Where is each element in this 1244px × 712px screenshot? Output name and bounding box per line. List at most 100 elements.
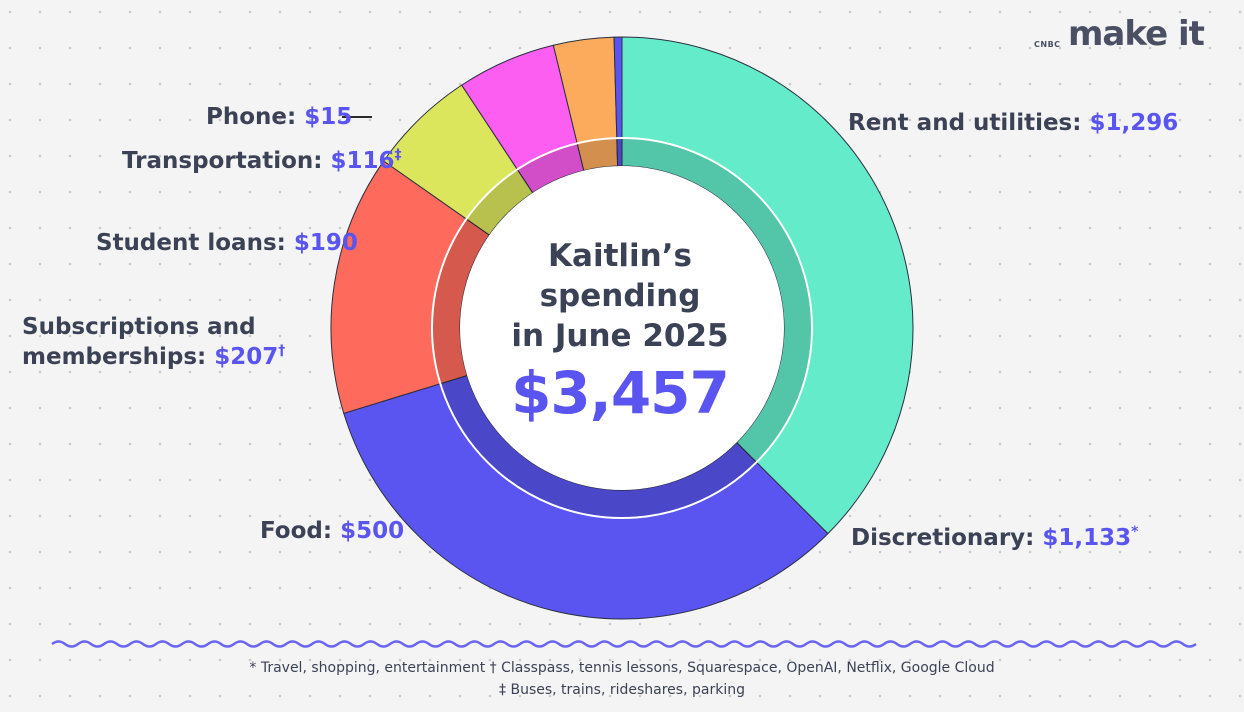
grid-dot [1208, 118, 1212, 122]
grid-dot [848, 694, 852, 698]
grid-dot [638, 10, 642, 14]
grid-dot [368, 658, 372, 662]
grid-dot [128, 154, 132, 158]
grid-dot [278, 82, 282, 86]
grid-dot [308, 370, 312, 374]
grid-dot [218, 334, 222, 338]
grid-dot [98, 514, 102, 518]
grid-dot [1028, 622, 1032, 626]
grid-dot [68, 622, 72, 626]
grid-dot [968, 694, 972, 698]
grid-dot [158, 154, 162, 158]
grid-dot [878, 694, 882, 698]
grid-dot [308, 550, 312, 554]
grid-dot [1118, 46, 1122, 50]
grid-dot [1058, 658, 1062, 662]
grid-dot [728, 622, 732, 626]
grid-dot [128, 226, 132, 230]
grid-dot [1118, 658, 1122, 662]
slice-inner-shade-transportation [577, 138, 618, 171]
grid-dot [548, 658, 552, 662]
grid-dot [68, 154, 72, 158]
grid-dot [998, 118, 1002, 122]
grid-dot [1148, 334, 1152, 338]
grid-dot [38, 622, 42, 626]
grid-dot [1118, 586, 1122, 590]
grid-dot [458, 82, 462, 86]
grid-dot [1058, 586, 1062, 590]
grid-dot [278, 46, 282, 50]
grid-dot [998, 370, 1002, 374]
grid-dot [1208, 442, 1212, 446]
grid-dot [968, 586, 972, 590]
grid-dot [248, 514, 252, 518]
grid-dot [428, 586, 432, 590]
brand-name: make it [1068, 14, 1205, 54]
grid-dot [308, 406, 312, 410]
grid-dot [8, 226, 12, 230]
grid-dot [428, 658, 432, 662]
grid-dot [98, 190, 102, 194]
grid-dot [218, 622, 222, 626]
grid-dot [1148, 370, 1152, 374]
grid-dot [8, 622, 12, 626]
grid-dot [1238, 298, 1242, 302]
grid-dot [1208, 190, 1212, 194]
grid-dot [818, 658, 822, 662]
grid-dot [38, 586, 42, 590]
grid-dot [578, 622, 582, 626]
grid-dot [68, 694, 72, 698]
slice-inner-shade-rent-and-utilities [622, 138, 813, 463]
grid-dot [338, 514, 342, 518]
grid-dot [968, 118, 972, 122]
grid-dot [38, 118, 42, 122]
grid-dot [68, 442, 72, 446]
grid-dot [158, 658, 162, 662]
label-discretionary-value: $1,133 [1042, 525, 1132, 551]
grid-dot [1178, 622, 1182, 626]
grid-dot [938, 154, 942, 158]
grid-dot [1118, 622, 1122, 626]
grid-dot [308, 118, 312, 122]
grid-dot [248, 658, 252, 662]
grid-dot [308, 190, 312, 194]
grid-dot [188, 694, 192, 698]
grid-dot [638, 658, 642, 662]
grid-dot [1178, 406, 1182, 410]
grid-dot [128, 298, 132, 302]
grid-dot [1178, 442, 1182, 446]
grid-dot [308, 46, 312, 50]
grid-dot [998, 298, 1002, 302]
grid-dot [518, 622, 522, 626]
grid-dot [68, 586, 72, 590]
grid-dot [728, 10, 732, 14]
grid-dot [1208, 514, 1212, 518]
grid-dot [98, 82, 102, 86]
grid-dot [68, 10, 72, 14]
grid-dot [158, 622, 162, 626]
grid-dot [998, 406, 1002, 410]
grid-dot [548, 622, 552, 626]
grid-dot [1118, 370, 1122, 374]
grid-dot [1058, 406, 1062, 410]
grid-dot [1088, 622, 1092, 626]
grid-dot [728, 658, 732, 662]
grid-dot [38, 46, 42, 50]
grid-dot [68, 406, 72, 410]
grid-dot [158, 586, 162, 590]
grid-dot [338, 190, 342, 194]
grid-dot [848, 118, 852, 122]
grid-dot [158, 226, 162, 230]
grid-dot [1208, 550, 1212, 554]
grid-dot [188, 10, 192, 14]
grid-dot [878, 658, 882, 662]
label-rent: Rent and utilities: $1,296 [848, 110, 1179, 136]
grid-dot [1238, 10, 1242, 14]
grid-dot [1028, 10, 1032, 14]
grid-dot [428, 46, 432, 50]
grid-dot [1088, 334, 1092, 338]
grid-dot [1208, 478, 1212, 482]
donut-inner-ring [431, 137, 813, 519]
grid-dot [1118, 298, 1122, 302]
grid-dot [818, 622, 822, 626]
